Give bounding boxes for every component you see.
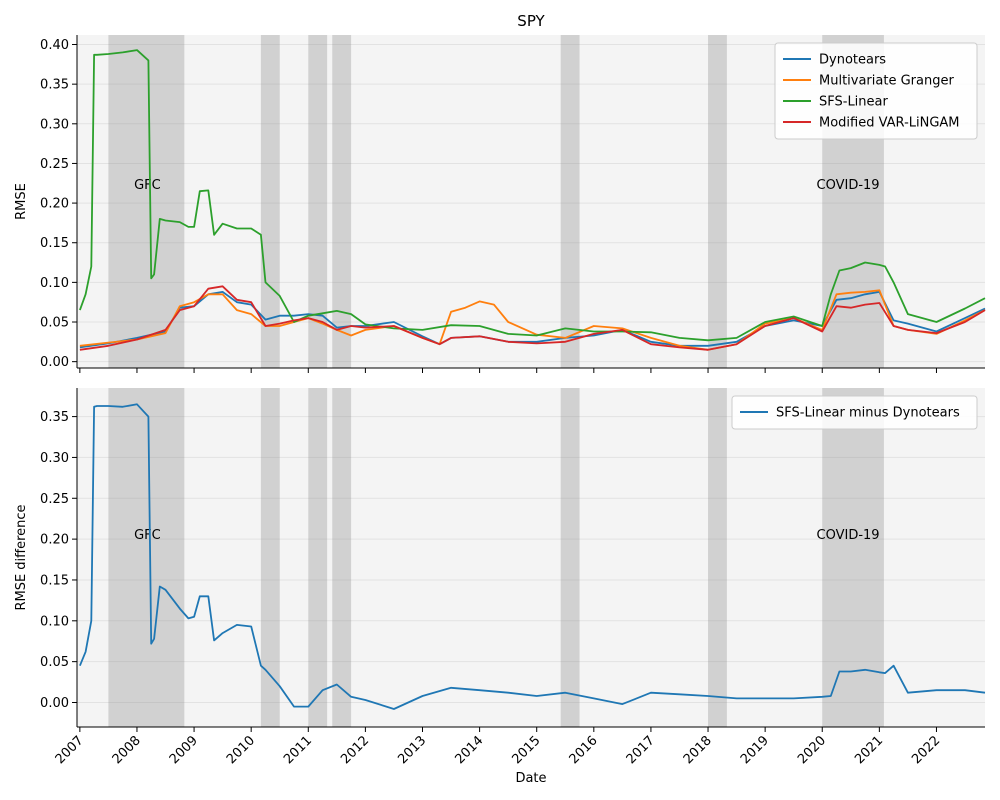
x-axis-title: Date [515, 771, 546, 786]
shaded-period [708, 388, 727, 727]
x-tick-label: 2013 [395, 733, 429, 767]
shaded-period [560, 388, 580, 727]
y-tick-label: 0.20 [40, 197, 69, 212]
y-tick-label: 0.10 [40, 276, 69, 291]
annotation-label: GFC [134, 178, 161, 193]
legend: Dynotears Multivariate Granger SFS-Linear M… [774, 42, 978, 140]
y-axis-title: RMSE [14, 183, 29, 220]
y-tick-label: 0.00 [40, 696, 69, 711]
annotation-label: COVID-19 [817, 528, 880, 543]
legend-label: Modified VAR-LiNGAM [819, 116, 960, 131]
shaded-period [332, 35, 352, 368]
x-tick-label: 2008 [110, 733, 144, 767]
y-tick-label: 0.05 [40, 655, 69, 670]
annotation-label: COVID-19 [817, 178, 880, 193]
y-tick-label: 0.30 [40, 117, 69, 132]
series-line-4 [79, 285, 986, 351]
shaded-period [822, 388, 884, 727]
x-tick-label: 2021 [852, 733, 886, 767]
x-tick-label: 2017 [624, 733, 658, 767]
panel-2: GFC COVID-19 0.00 0.05 0.10 0.15 0.20 0.25 0.30 0… [14, 388, 986, 786]
x-tick-label: 2018 [681, 733, 715, 767]
legend: SFS-Linear minus Dynotears [731, 395, 978, 430]
x-tick-label: 2009 [167, 733, 201, 767]
y-tick-label: 0.05 [40, 316, 69, 331]
shaded-period [260, 35, 280, 368]
x-tick-label: 2016 [567, 733, 601, 767]
shaded-period [108, 388, 185, 727]
x-tick-label: 2012 [338, 733, 372, 767]
legend-box [774, 42, 978, 140]
y-tick-label: 0.10 [40, 614, 69, 629]
x-tick-label: 2014 [452, 733, 486, 767]
series-line-1 [79, 403, 986, 710]
y-tick-label: 0.25 [40, 492, 69, 507]
y-axis-title: RMSE difference [14, 504, 29, 610]
shaded-period [260, 388, 280, 727]
x-tick-label: 2022 [909, 733, 943, 767]
legend-label: SFS-Linear [819, 95, 889, 110]
x-tick-label: 2007 [53, 733, 87, 767]
x-tick-label: 2020 [795, 733, 829, 767]
legend-label: Multivariate Granger [819, 74, 954, 89]
legend-box [731, 395, 978, 430]
y-tick-label: 0.25 [40, 157, 69, 172]
shaded-period [560, 35, 580, 368]
y-tick-label: 0.20 [40, 533, 69, 548]
shaded-period [708, 35, 727, 368]
y-tick-label: 0.30 [40, 451, 69, 466]
series-line-2 [79, 289, 986, 351]
annotation-label: GFC [134, 528, 161, 543]
series-line-3 [79, 49, 986, 342]
x-tick-label: 2010 [224, 733, 258, 767]
shaded-period [332, 388, 352, 727]
shaded-period [308, 35, 328, 368]
y-tick-label: 0.15 [40, 236, 69, 251]
y-tick-label: 0.35 [40, 410, 69, 425]
y-tick-label: 0.40 [40, 38, 69, 53]
y-tick-label: 0.00 [40, 355, 69, 370]
panel-1: GFC COVID-19 0.00 0.05 0.10 0.15 0.20 0.25 0.30 0… [14, 12, 986, 373]
legend-label: SFS-Linear minus Dynotears [776, 406, 960, 421]
shaded-period [308, 388, 328, 727]
x-tick-label: 2015 [510, 733, 544, 767]
legend-label: Dynotears [819, 53, 886, 68]
x-tick-label: 2011 [281, 733, 315, 767]
x-tick-label: 2019 [738, 733, 772, 767]
chart-title: SPY [517, 12, 545, 30]
y-tick-label: 0.15 [40, 573, 69, 588]
shaded-period [108, 35, 185, 368]
plot-background [77, 388, 985, 727]
y-tick-label: 0.35 [40, 78, 69, 93]
